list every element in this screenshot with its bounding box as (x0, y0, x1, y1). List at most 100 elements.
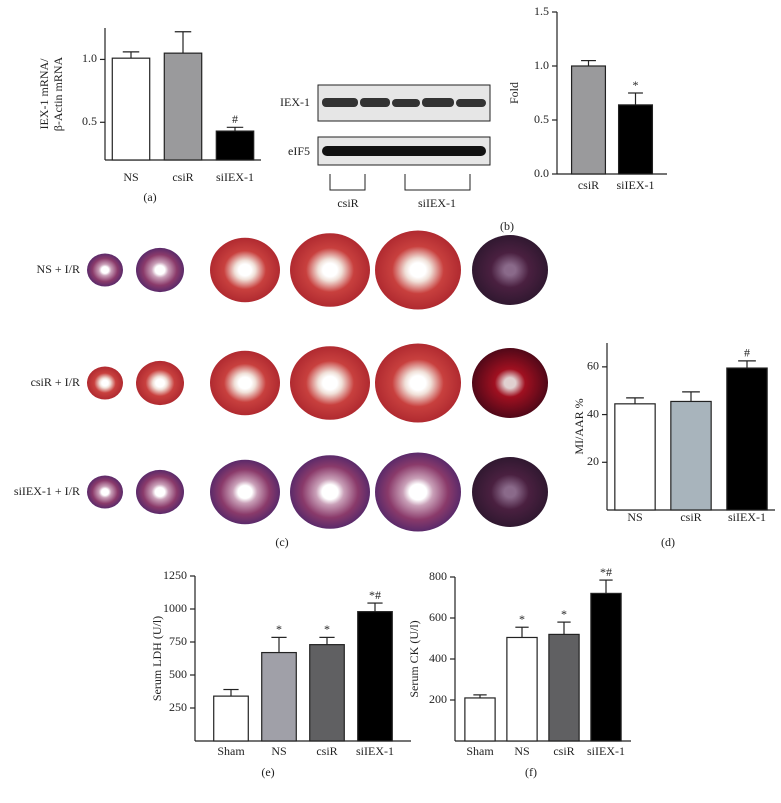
bar (213, 695, 249, 742)
bar-chart: 0.0 0.5 1.0 1.5 Fold csiR siIEX-1 * (507, 4, 667, 192)
heart-slice (472, 457, 548, 527)
y-tick-label: 1250 (163, 568, 187, 582)
panel-label: (c) (275, 535, 288, 549)
panel-label: (b) (500, 219, 514, 233)
panel-label: (f) (525, 765, 537, 779)
x-tick-label: csiR (172, 170, 193, 184)
blot-row-label: IEX-1 (280, 95, 310, 109)
y-tick-label: 200 (429, 692, 447, 706)
y-tick-label: 1.0 (82, 51, 97, 65)
x-tick-label: NS (627, 510, 642, 524)
bar (111, 57, 151, 161)
heart-slice (210, 350, 280, 416)
x-tick-label: siIEX-1 (728, 510, 766, 524)
bar (726, 367, 768, 511)
bar-chart: 20 40 60 MI/AAR % NS csiR siIEX-1 # (d) (572, 343, 775, 549)
significance-mark: *# (369, 588, 381, 602)
heart-slice (136, 247, 184, 293)
heart-slice (290, 455, 370, 529)
x-tick-label: Sham (217, 744, 245, 758)
y-tick-label: 0.0 (534, 166, 549, 180)
heart-slice (136, 469, 184, 515)
bar (570, 65, 607, 175)
bar (506, 636, 538, 742)
bar (309, 644, 345, 742)
heart-slice (210, 459, 280, 525)
heart-slice (87, 253, 123, 287)
significance-mark: # (232, 112, 238, 126)
x-tick-label: NS (123, 170, 138, 184)
y-tick-label: 600 (429, 610, 447, 624)
significance-mark: * (633, 78, 639, 92)
y-tick-label: 20 (587, 454, 599, 468)
y-tick-label: 500 (169, 667, 187, 681)
heart-slice (472, 235, 548, 305)
bar (617, 104, 654, 175)
x-tick-label: NS (271, 744, 286, 758)
y-tick-label: 400 (429, 651, 447, 665)
heart-slice (87, 475, 123, 509)
y-axis-label: MI/AAR % (572, 398, 586, 454)
heart-slice (136, 360, 184, 406)
panel-label: (a) (143, 190, 156, 204)
y-axis-label: β-Actin mRNA (51, 56, 65, 131)
y-tick-label: 60 (587, 359, 599, 373)
y-tick-label: 750 (169, 634, 187, 648)
heart-slice (375, 230, 461, 310)
y-axis-label: Serum LDH (U/l) (150, 616, 164, 701)
y-tick-label: 0.5 (534, 112, 549, 126)
blot-group-label: csiR (337, 196, 358, 210)
bar (261, 651, 297, 742)
bar-chart: 250 500 750 1000 1250 Serum LDH (U/l) Sham NS * c… (150, 568, 411, 779)
photo-row-label: siIEX-1 + I/R (14, 484, 80, 498)
blot-bands (322, 98, 486, 156)
heart-slice (375, 343, 461, 423)
photo-row-label: csiR + I/R (31, 375, 80, 389)
group-bracket (329, 174, 471, 191)
significance-mark: * (324, 622, 330, 636)
bar (357, 611, 393, 742)
y-tick-label: 1.0 (534, 58, 549, 72)
significance-mark: * (519, 612, 525, 626)
panel-label: (e) (261, 765, 274, 779)
bar (464, 697, 496, 742)
western-blot: IEX-1 eIF5 csiR siIEX-1 (b) (280, 84, 514, 233)
bar-chart: 0.5 1.0 IEX-1 mRNA/β-Actin mRNA NS csiR siIEX… (37, 28, 261, 204)
x-tick-label: Sham (466, 744, 494, 758)
heart-slice (290, 233, 370, 307)
significance-mark: # (744, 346, 750, 360)
y-tick-label: 250 (169, 700, 187, 714)
heart-slice (375, 452, 461, 532)
bar (215, 130, 255, 161)
heart-slice (87, 366, 123, 400)
significance-mark: * (276, 622, 282, 636)
x-tick-label: NS (514, 744, 529, 758)
y-axis-label: Serum CK (U/l) (407, 620, 421, 697)
y-axis-label: IEX-1 mRNA/ (37, 58, 51, 130)
blot-group-label: siIEX-1 (418, 196, 456, 210)
y-tick-label: 1.5 (534, 4, 549, 18)
x-tick-label: csiR (316, 744, 337, 758)
x-tick-label: csiR (680, 510, 701, 524)
blot-row-label: eIF5 (288, 144, 310, 158)
x-tick-label: siIEX-1 (587, 744, 625, 758)
bar (590, 592, 622, 742)
y-tick-label: 40 (587, 406, 599, 420)
heart-photos: NS + I/R csiR + I/R siIEX-1 + I/R (c) (14, 230, 548, 549)
x-tick-label: siIEX-1 (617, 178, 655, 192)
heart-slice (210, 237, 280, 303)
bar (548, 633, 580, 742)
bar (670, 400, 712, 511)
heart-slice (472, 348, 548, 418)
significance-mark: *# (600, 565, 612, 579)
x-tick-label: csiR (553, 744, 574, 758)
photo-row-label: NS + I/R (37, 262, 80, 276)
bar (163, 52, 203, 161)
panel-label: (d) (661, 535, 675, 549)
x-tick-label: csiR (578, 178, 599, 192)
y-tick-label: 800 (429, 569, 447, 583)
bar-chart: 200 400 600 800 Serum CK (U/l) Sham NS * csiR * si… (407, 565, 631, 779)
y-tick-label: 0.5 (82, 114, 97, 128)
y-axis-label: Fold (507, 82, 521, 104)
